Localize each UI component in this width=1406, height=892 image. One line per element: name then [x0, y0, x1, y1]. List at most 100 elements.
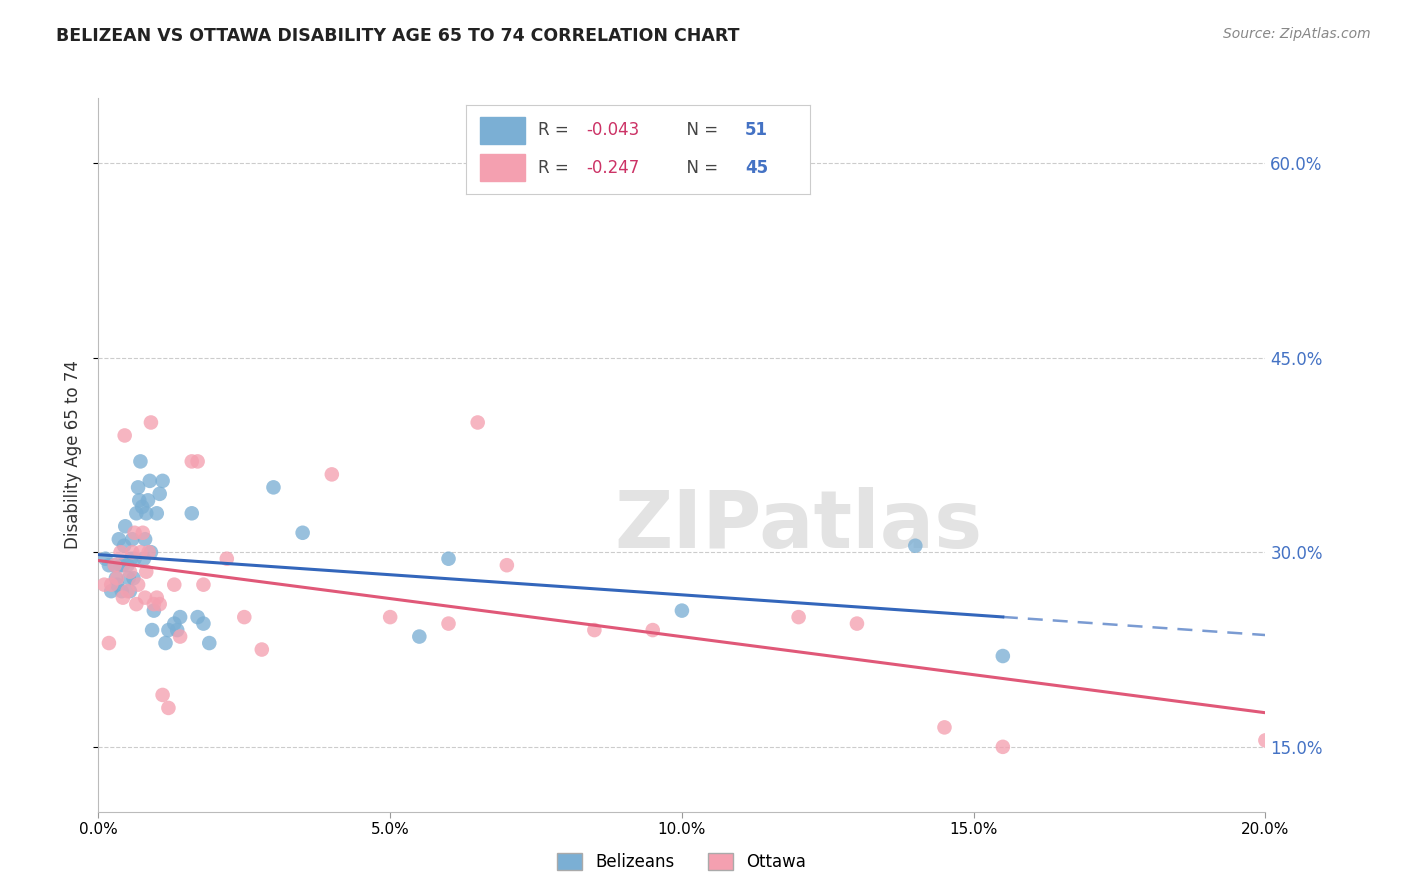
Point [1254, 733, 1277, 747]
Point [193, 577, 215, 591]
Point [187, 610, 209, 624]
Point [118, 571, 141, 585]
Point [138, 545, 160, 559]
Point [108, 533, 131, 547]
Point [131, 500, 153, 514]
Point [641, 623, 664, 637]
Point [437, 551, 460, 566]
Point [97, 636, 120, 650]
Point [132, 551, 155, 566]
Point [934, 720, 956, 734]
Point [124, 551, 146, 566]
Point [112, 539, 135, 553]
Point [233, 610, 256, 624]
Point [437, 616, 460, 631]
Point [671, 604, 693, 618]
Point [139, 416, 162, 430]
Point [122, 571, 145, 585]
Point [991, 648, 1014, 663]
Point [149, 487, 172, 501]
Point [146, 506, 169, 520]
Point [142, 604, 165, 618]
Point [121, 545, 143, 559]
Point [157, 701, 180, 715]
Point [129, 454, 152, 468]
Point [94, 551, 117, 566]
Point [180, 506, 202, 520]
Point [166, 623, 188, 637]
Point [135, 506, 157, 520]
Text: ZIPatlas: ZIPatlas [614, 487, 983, 566]
Point [127, 577, 149, 591]
Point [127, 480, 149, 494]
Point [193, 616, 215, 631]
Point [152, 474, 174, 488]
Point [129, 545, 152, 559]
Point [250, 642, 273, 657]
Point [169, 610, 191, 624]
Text: BELIZEAN VS OTTAWA DISABILITY AGE 65 TO 74 CORRELATION CHART: BELIZEAN VS OTTAWA DISABILITY AGE 65 TO … [56, 27, 740, 45]
Y-axis label: Disability Age 65 to 74: Disability Age 65 to 74 [65, 360, 83, 549]
Point [97, 558, 120, 573]
Point [125, 506, 148, 520]
Point [198, 636, 221, 650]
Point [111, 558, 134, 573]
Point [114, 428, 136, 442]
Point [111, 584, 134, 599]
Point [105, 577, 128, 591]
Point [180, 454, 202, 468]
Legend: Belizeans, Ottawa: Belizeans, Ottawa [557, 853, 807, 871]
Point [134, 533, 156, 547]
Point [128, 493, 150, 508]
Point [111, 591, 134, 605]
Point [136, 493, 159, 508]
Point [157, 623, 180, 637]
Point [100, 584, 122, 599]
Point [139, 474, 162, 488]
Point [135, 565, 157, 579]
Point [152, 688, 174, 702]
Point [118, 584, 141, 599]
Point [132, 525, 155, 540]
Point [121, 533, 143, 547]
Point [408, 630, 430, 644]
Point [146, 591, 169, 605]
Point [93, 577, 115, 591]
Point [105, 571, 128, 585]
Point [142, 597, 165, 611]
Point [169, 630, 191, 644]
Point [110, 558, 132, 573]
Point [215, 551, 238, 566]
Point [141, 623, 163, 637]
Point [991, 739, 1014, 754]
Point [124, 525, 146, 540]
Point [110, 545, 132, 559]
Point [904, 539, 927, 553]
Point [118, 565, 141, 579]
Point [845, 616, 868, 631]
Point [100, 577, 122, 591]
Point [117, 584, 139, 599]
Point [583, 623, 606, 637]
Point [787, 610, 810, 624]
Point [104, 558, 127, 573]
Point [163, 616, 186, 631]
Point [291, 525, 314, 540]
Point [321, 467, 343, 482]
Point [378, 610, 402, 624]
Point [104, 571, 127, 585]
Point [104, 558, 127, 573]
Text: Source: ZipAtlas.com: Source: ZipAtlas.com [1223, 27, 1371, 41]
Point [114, 519, 136, 533]
Point [495, 558, 517, 573]
Point [134, 591, 156, 605]
Point [467, 416, 489, 430]
Point [155, 636, 177, 650]
Point [262, 480, 284, 494]
Point [117, 558, 139, 573]
Point [163, 577, 186, 591]
Point [120, 551, 142, 566]
Point [139, 545, 162, 559]
Point [149, 597, 172, 611]
Point [187, 454, 209, 468]
